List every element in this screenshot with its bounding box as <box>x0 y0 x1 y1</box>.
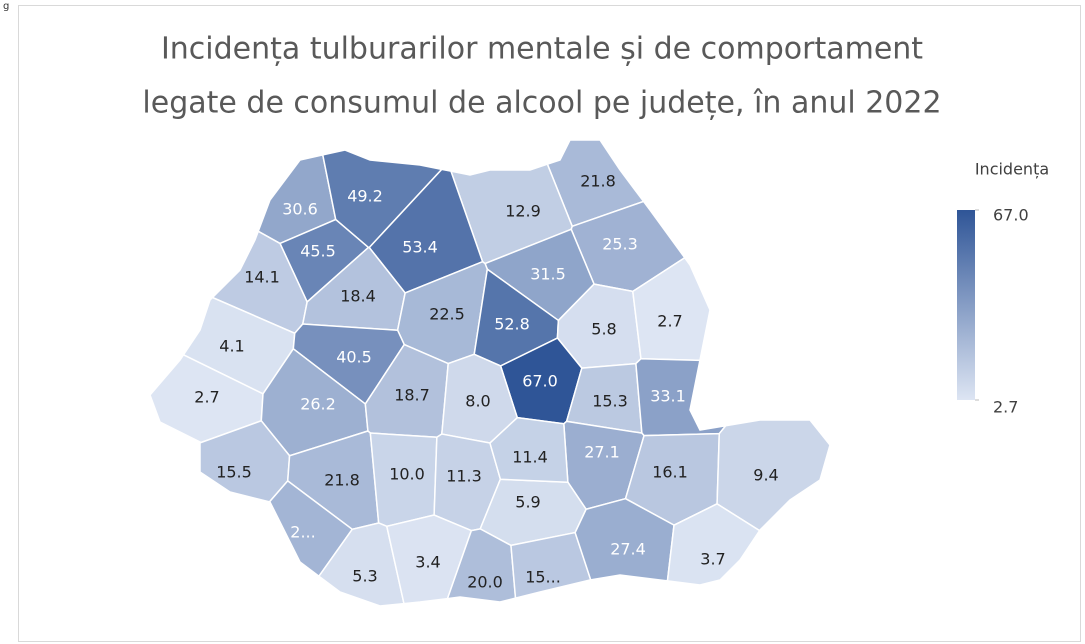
county-label: 53.4 <box>402 238 438 257</box>
frame <box>18 5 1081 642</box>
title-line: Incidența tulburarilor mentale și de com… <box>161 32 923 67</box>
county-label: 12.9 <box>505 202 541 221</box>
county-label: 21.8 <box>324 471 360 490</box>
county-label: 40.5 <box>336 348 372 367</box>
county-label: 4.1 <box>219 337 244 356</box>
county <box>317 522 405 607</box>
county-label: 3.7 <box>700 550 725 569</box>
county-label: 2.7 <box>194 388 219 407</box>
county-label: 18.4 <box>340 287 376 306</box>
county-label: 31.5 <box>530 265 566 284</box>
county-label: 49.2 <box>347 187 383 206</box>
county <box>489 416 569 484</box>
county-label: 27.4 <box>610 540 646 559</box>
legend-min: 2.7 <box>993 398 1018 417</box>
county-label: 22.5 <box>429 305 465 324</box>
county-label: 8.0 <box>465 392 490 411</box>
county-label: 67.0 <box>522 372 558 391</box>
county-label: 5.3 <box>352 567 377 586</box>
county-label: 15.3 <box>592 392 628 411</box>
county-label: 5.8 <box>591 320 616 339</box>
title-line: legate de consumul de alcool pe județe, … <box>142 86 941 121</box>
county-label: 27.1 <box>584 443 620 462</box>
county-label: 20.0 <box>467 573 503 592</box>
county-label: 52.8 <box>494 315 530 334</box>
county-label: 21.8 <box>580 172 616 191</box>
legend-max: 67.0 <box>993 206 1029 225</box>
county-label: 16.1 <box>652 463 688 482</box>
county <box>446 528 517 603</box>
county-label: 45.5 <box>300 242 336 261</box>
county-label: 11.4 <box>512 448 548 467</box>
county-label: 11.3 <box>446 467 482 486</box>
county-label: 10.0 <box>389 465 425 484</box>
county-label: 14.1 <box>244 268 280 287</box>
county-label: 2... <box>290 523 315 542</box>
legend-title: Incidența <box>975 160 1049 179</box>
legend-bar <box>957 210 975 400</box>
county-label: 33.1 <box>650 387 686 406</box>
county-label: 18.7 <box>394 386 430 405</box>
county-label: 9.4 <box>753 466 778 485</box>
county-label: 5.9 <box>515 493 540 512</box>
county <box>574 497 675 582</box>
county-label: 26.2 <box>300 395 336 414</box>
county <box>666 502 761 586</box>
corner-text: g <box>3 1 9 12</box>
county <box>716 419 831 532</box>
county-label: 30.6 <box>282 200 318 219</box>
county <box>268 479 354 578</box>
county-label: 3.4 <box>415 553 440 572</box>
county-label: 2.7 <box>657 312 682 331</box>
county-label: 25.3 <box>602 235 638 254</box>
county-label: 15.5 <box>216 463 252 482</box>
county-label: 15... <box>525 568 561 587</box>
